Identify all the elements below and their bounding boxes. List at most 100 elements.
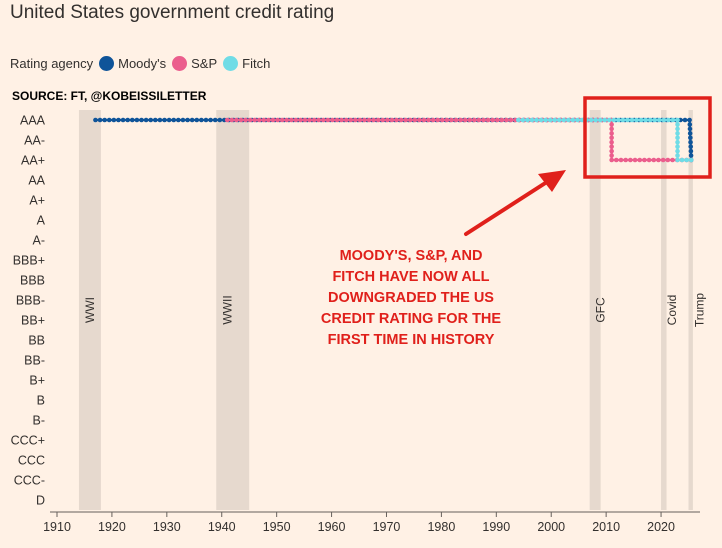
data-point-s-p xyxy=(632,157,638,163)
annotation-arrow-head xyxy=(538,170,566,192)
y-tick-label: AAA xyxy=(20,114,46,128)
data-point-s-p xyxy=(609,157,614,163)
data-point-s-p xyxy=(614,157,619,163)
data-point-s-p xyxy=(330,117,335,123)
data-point-fitch xyxy=(638,117,644,123)
data-point-s-p xyxy=(494,117,500,123)
data-point-s-p xyxy=(275,117,280,123)
data-point-moody-s xyxy=(688,153,694,158)
data-point-s-p xyxy=(293,117,299,123)
data-point-fitch xyxy=(675,122,680,127)
data-point-moody-s xyxy=(687,117,692,123)
data-point-moody-s xyxy=(93,117,98,123)
shaded-period-trump xyxy=(688,110,693,510)
data-point-s-p xyxy=(321,117,326,123)
data-point-s-p xyxy=(311,117,317,123)
annotation-text: MOODY'S, S&P, AND FITCH HAVE NOW ALL DOW… xyxy=(306,246,516,351)
data-point-s-p xyxy=(284,117,290,123)
x-tick-label: 1960 xyxy=(318,520,346,534)
data-point-fitch xyxy=(606,117,612,123)
y-tick-label: A xyxy=(37,214,46,228)
y-tick-label: D xyxy=(36,494,45,508)
data-point-fitch xyxy=(602,117,608,123)
data-point-fitch xyxy=(688,157,694,163)
legend-label-sp: S&P xyxy=(191,56,218,71)
data-point-fitch xyxy=(675,131,680,136)
data-point-s-p xyxy=(504,117,509,123)
data-point-moody-s xyxy=(157,117,163,123)
data-point-moody-s xyxy=(171,117,177,123)
data-point-s-p xyxy=(252,117,257,123)
y-tick-label: A+ xyxy=(29,194,45,208)
legend-swatch-sp xyxy=(172,56,188,71)
y-tick-label: BBB xyxy=(20,274,45,288)
data-point-s-p xyxy=(234,117,239,123)
data-point-s-p xyxy=(243,117,248,123)
data-point-moody-s xyxy=(682,117,688,123)
data-point-s-p xyxy=(334,117,340,123)
data-point-fitch xyxy=(643,117,648,123)
chart-title: United States government credit rating xyxy=(10,2,335,23)
data-point-s-p xyxy=(288,117,294,123)
data-point-moody-s xyxy=(688,139,693,145)
data-point-moody-s xyxy=(106,117,112,123)
data-point-s-p xyxy=(665,157,671,163)
data-point-fitch xyxy=(579,117,585,123)
data-point-s-p xyxy=(656,157,661,163)
data-point-s-p xyxy=(609,131,614,136)
x-tick-label: 1910 xyxy=(43,520,71,534)
data-point-fitch xyxy=(666,117,671,123)
x-tick-label: 2000 xyxy=(537,520,565,534)
data-point-moody-s xyxy=(102,117,107,123)
shaded-period-gfc xyxy=(589,110,601,510)
data-point-fitch xyxy=(679,157,685,163)
y-tick-label: A- xyxy=(33,234,46,248)
data-point-s-p xyxy=(618,157,624,163)
data-point-s-p xyxy=(421,117,427,123)
legend-item-sp: S&P xyxy=(172,56,217,71)
data-point-s-p xyxy=(637,157,643,163)
data-point-fitch xyxy=(525,117,530,123)
data-point-moody-s xyxy=(148,117,154,123)
data-point-s-p xyxy=(298,117,303,123)
data-point-s-p xyxy=(467,117,473,123)
legend-title: Rating agency xyxy=(10,56,94,71)
data-point-fitch xyxy=(675,153,680,158)
x-tick-label: 2020 xyxy=(647,520,675,534)
data-point-s-p xyxy=(440,117,445,123)
data-point-s-p xyxy=(426,117,431,123)
data-point-s-p xyxy=(339,117,344,123)
data-point-moody-s xyxy=(166,117,172,123)
data-point-fitch xyxy=(515,117,521,123)
data-point-s-p xyxy=(362,117,367,123)
data-point-s-p xyxy=(407,117,413,123)
legend-item-fitch: Fitch xyxy=(223,56,270,71)
data-point-s-p xyxy=(646,157,652,163)
data-point-fitch xyxy=(657,117,662,123)
data-point-s-p xyxy=(316,117,322,123)
data-point-s-p xyxy=(394,117,399,123)
data-point-fitch xyxy=(647,117,653,123)
data-point-s-p xyxy=(628,157,633,163)
data-point-fitch xyxy=(675,157,680,163)
legend-item-moodys: Moody's xyxy=(99,56,166,71)
shaded-period-wwii xyxy=(216,110,250,510)
annotation-line-2: FITCH HAVE NOW ALL xyxy=(332,269,490,285)
data-point-s-p xyxy=(398,117,404,123)
annotation-line-1: MOODY'S, S&P, AND xyxy=(339,248,483,264)
data-point-s-p xyxy=(247,117,253,123)
data-point-fitch xyxy=(675,144,680,149)
data-point-s-p xyxy=(472,117,477,123)
x-tick-label: 2010 xyxy=(592,520,620,534)
data-point-moody-s xyxy=(208,117,213,123)
data-point-moody-s xyxy=(688,144,694,149)
data-point-s-p xyxy=(385,117,390,123)
data-point-fitch xyxy=(670,117,676,123)
data-point-s-p xyxy=(403,117,409,123)
data-point-moody-s xyxy=(111,117,117,123)
data-point-s-p xyxy=(453,117,459,123)
data-point-fitch xyxy=(597,117,603,123)
data-point-moody-s xyxy=(125,117,130,123)
legend-label-fitch: Fitch xyxy=(242,56,271,71)
